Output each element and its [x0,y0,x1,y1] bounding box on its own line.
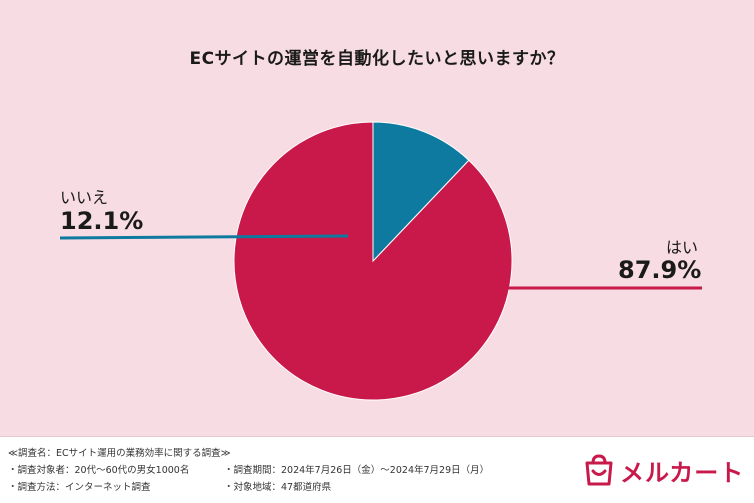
slice-value-yes: 87.9% [618,256,702,284]
slice-label-yes: はい [666,238,699,257]
brand-logo: メルカート [584,453,744,487]
survey-method: ・調査方法：インターネット調査 [8,482,151,493]
survey-footer: ≪調査名：ECサイト運用の業務効率に関する調査≫ ・調査対象者：20代〜60代の… [0,436,754,503]
brand-name: メルカート [620,458,745,487]
chart-title: ECサイトの運営を自動化したいと思いますか？ [189,49,565,69]
pie-slice-1 [372,121,470,263]
survey-name: ≪調査名：ECサイト運用の業務効率に関する調査≫ [8,448,231,459]
slice-label-no: いいえ [60,188,109,207]
pie-chart [59,121,702,401]
survey-period: ・調査期間：2024年7月26日（金）〜2024年7月29日（月） [224,465,490,476]
survey-target: ・調査対象者：20代〜60代の男女1000名 [8,465,190,476]
survey-region: ・対象地域：47都道府県 [224,482,332,493]
leader-line-no [59,234,349,240]
slice-value-no: 12.1% [60,207,144,235]
brand-bag-icon [585,454,613,486]
